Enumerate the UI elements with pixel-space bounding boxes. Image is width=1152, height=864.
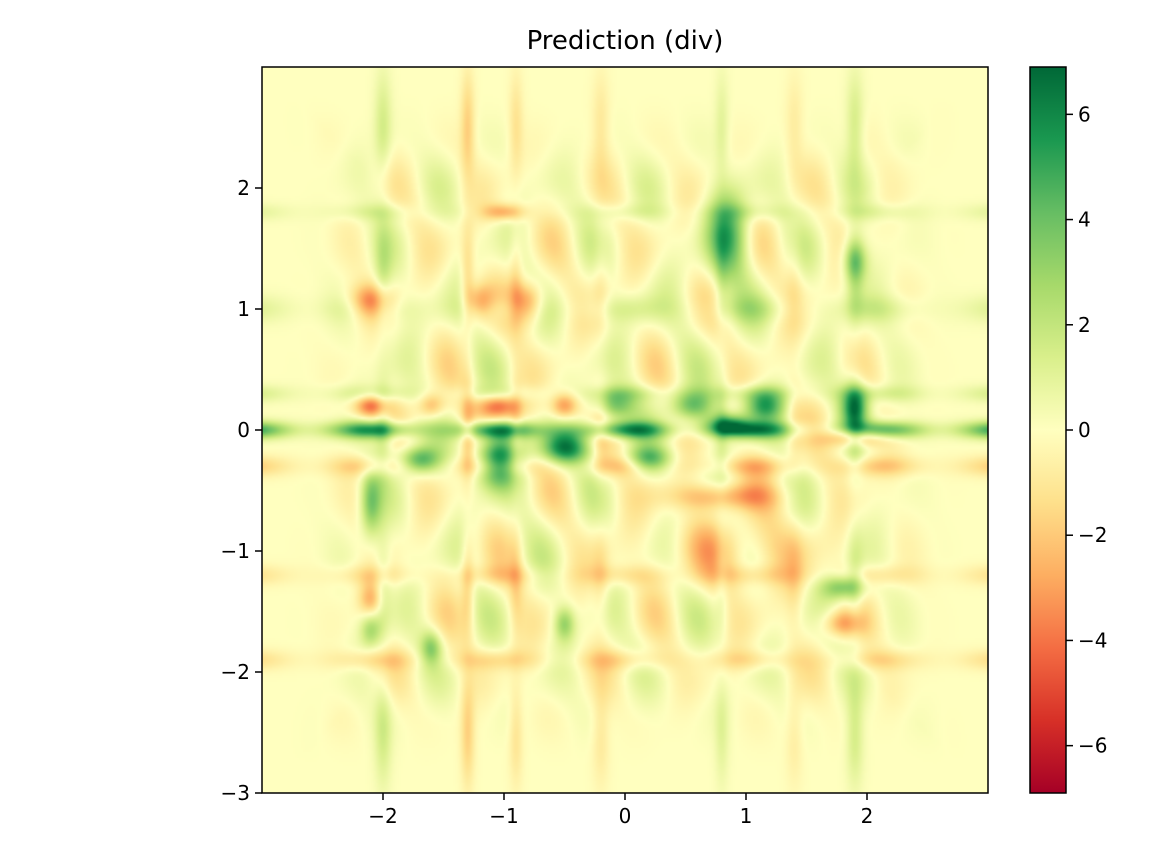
colorbar-tick-label: −2: [1078, 523, 1107, 547]
colorbar-tick-label: −4: [1078, 628, 1107, 652]
y-axis: −3 −2 −1 0 1 2: [221, 176, 262, 805]
x-tick-label: −2: [368, 804, 397, 828]
y-tick-label: 1: [237, 297, 250, 321]
y-tick-label: −2: [221, 660, 250, 684]
x-tick-label: −1: [489, 804, 518, 828]
colorbar-axis: −6 −4 −2 0 2 4 6: [1066, 102, 1107, 758]
x-axis: −2 −1 0 1 2: [368, 793, 873, 828]
colorbar-tick-label: −6: [1078, 734, 1107, 758]
colorbar-tick-label: 2: [1078, 313, 1091, 337]
heatmap-area: [262, 67, 988, 793]
x-tick-label: 2: [861, 804, 874, 828]
chart-title: Prediction (div): [526, 26, 724, 56]
colorbar-tick-label: 0: [1078, 418, 1091, 442]
colorbar: [1030, 67, 1066, 793]
colorbar-tick-label: 6: [1078, 102, 1091, 126]
y-tick-label: −3: [221, 781, 250, 805]
y-tick-label: 2: [237, 176, 250, 200]
colorbar-tick-label: 4: [1078, 208, 1091, 232]
y-tick-label: −1: [221, 539, 250, 563]
x-tick-label: 1: [740, 804, 753, 828]
x-tick-label: 0: [619, 804, 632, 828]
y-tick-label: 0: [237, 418, 250, 442]
